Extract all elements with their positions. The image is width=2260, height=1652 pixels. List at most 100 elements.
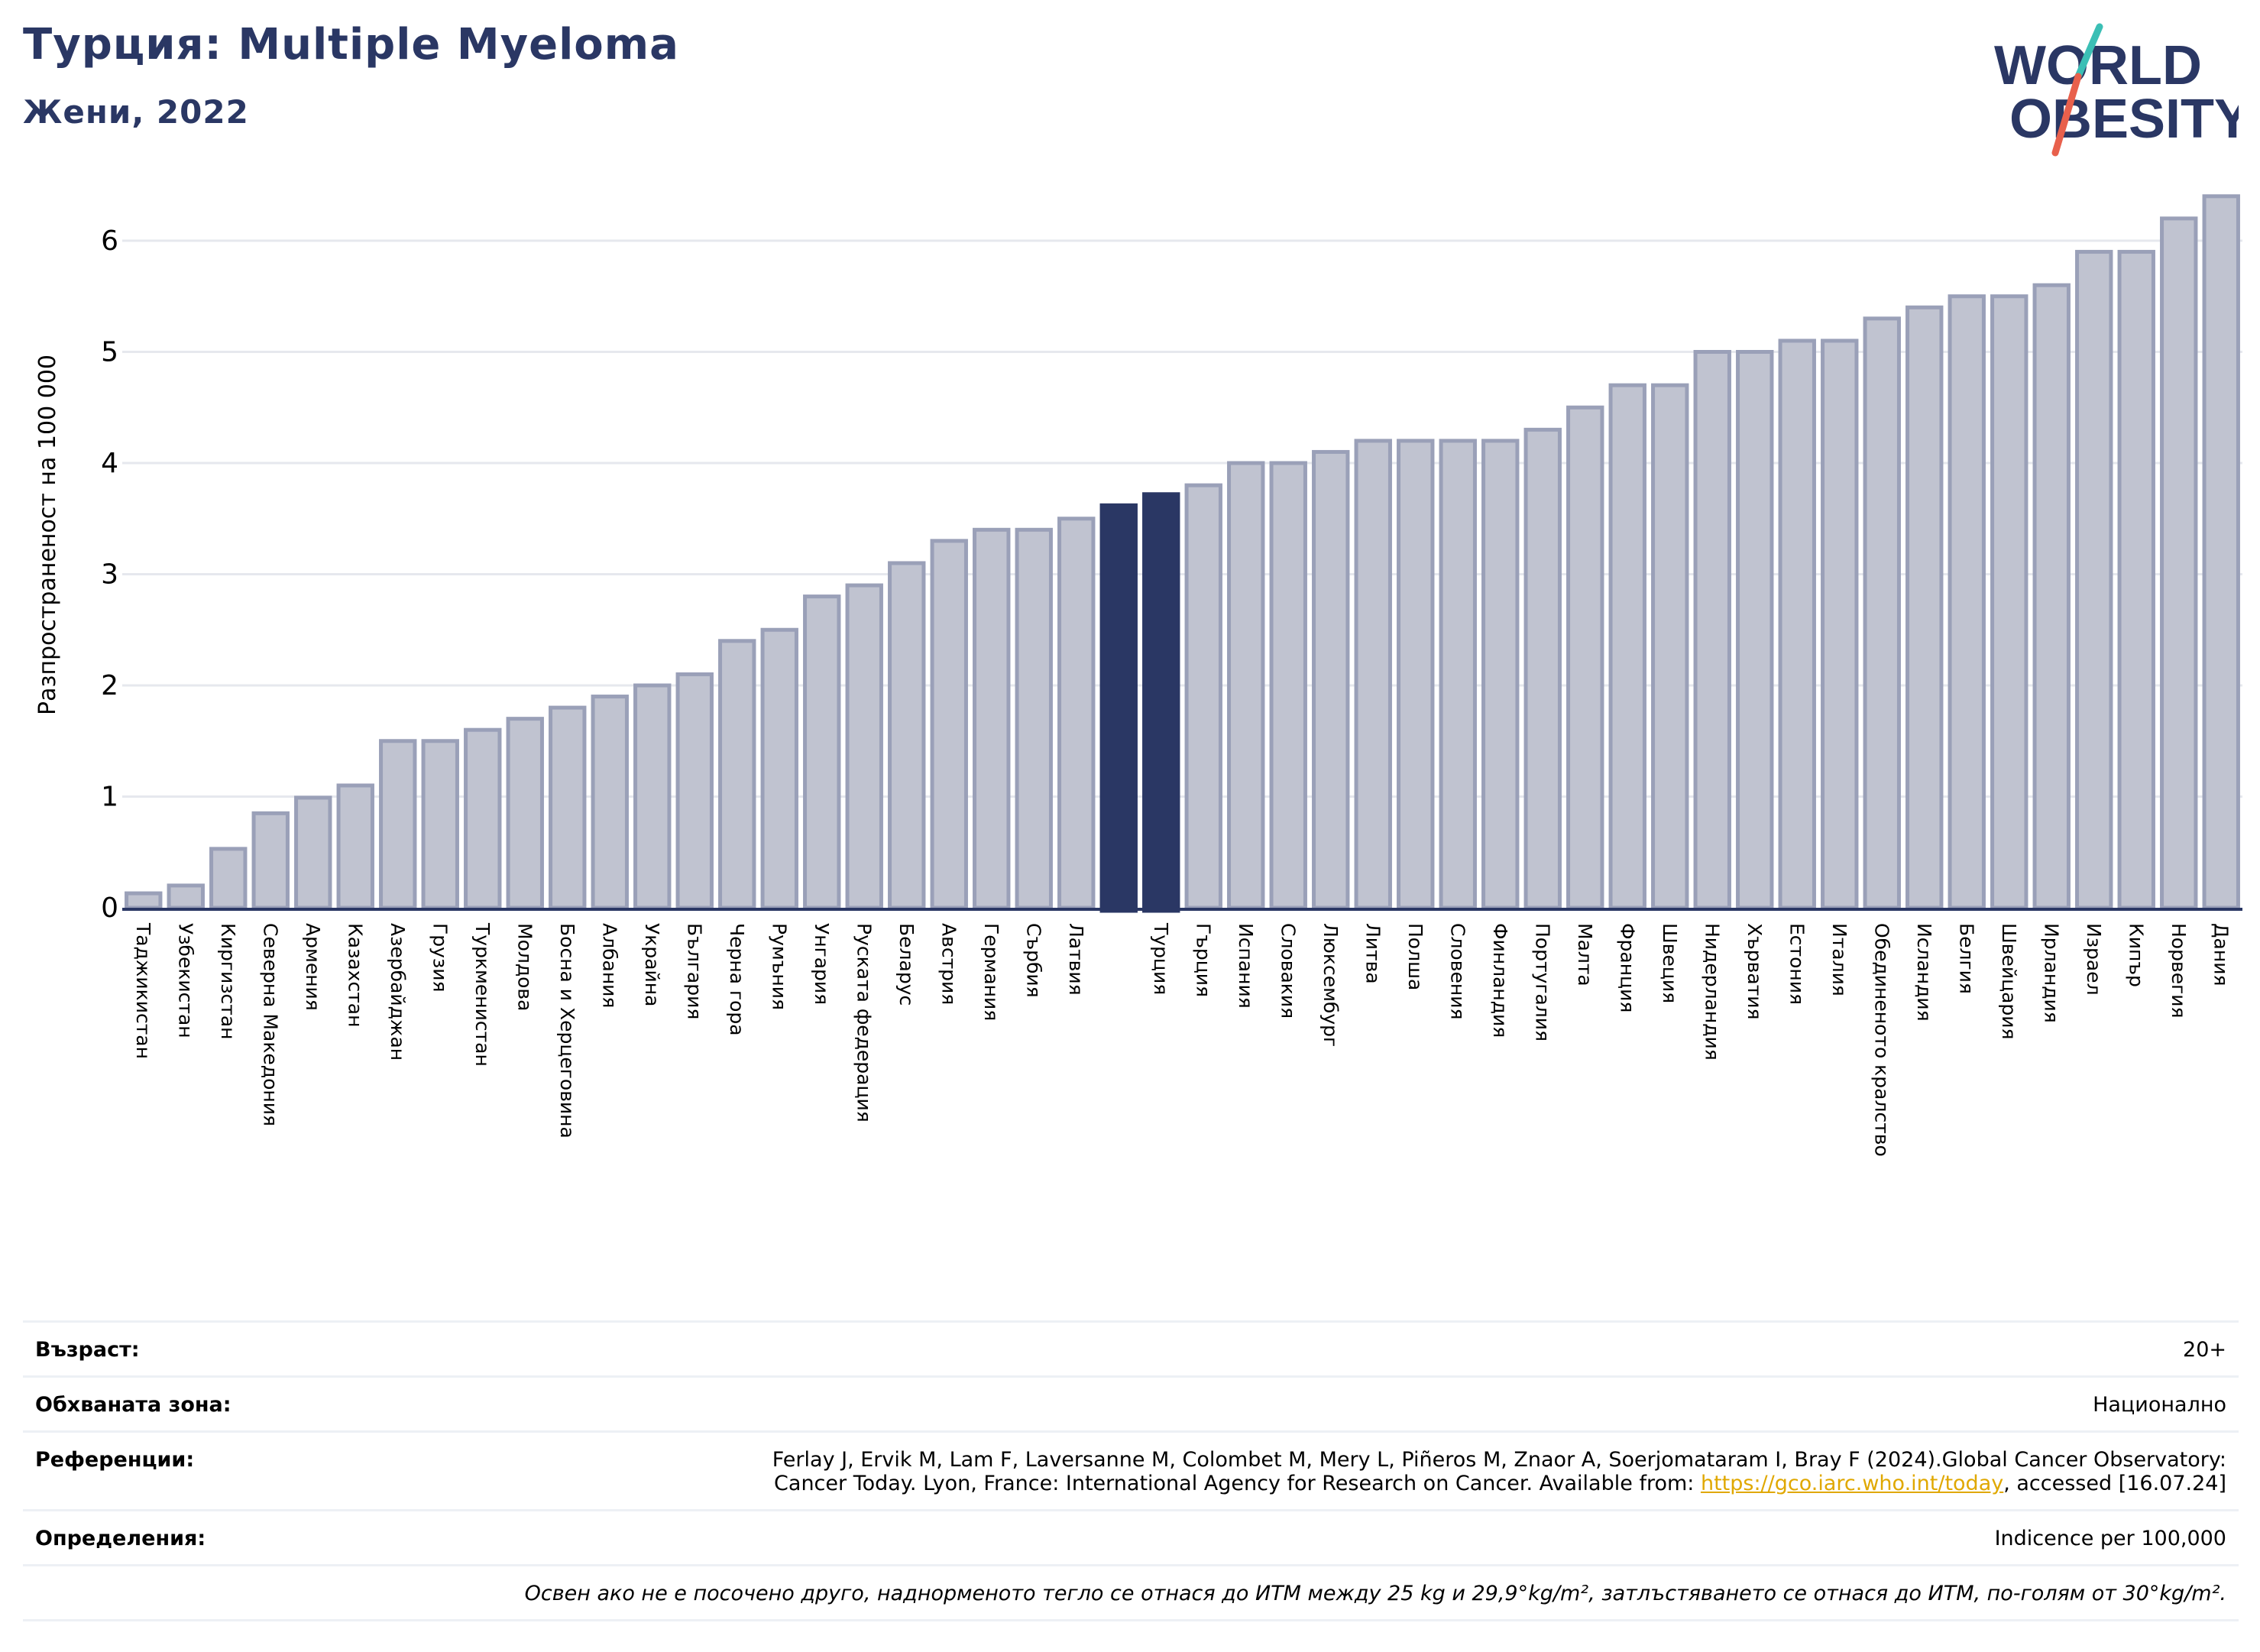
x-tick-label: Испания [1235,923,1257,1009]
bar-Армения [294,795,332,910]
bar-Полша [1397,439,1435,910]
page-subtitle: Жени, 2022 [23,93,249,131]
bars [125,194,2240,913]
info-note: Освен ако не е посочено друго, наднормен… [524,1582,2226,1605]
bar-Швейцария [1990,294,2028,910]
info-value-references: Ferlay J, Ervik M, Lam F, Laversanne M, … [772,1448,2226,1495]
info-label-coverage: Обхваната зона: [35,1393,232,1417]
info-row-note: Освен ако не е посочено друго, наднормен… [23,1564,2239,1621]
bar-Унгария [803,594,841,910]
x-tick-label: Казахстан [344,923,366,1027]
x-tick-label: Румъния [768,923,790,1010]
x-tick-label: Турция [1150,922,1172,995]
bar-Финландия [1481,439,1520,910]
info-label-references: Референции: [35,1448,195,1472]
reference-line2-post: , accessed [16.07.24] [2003,1472,2226,1495]
bar-Ирландия [2032,283,2071,910]
x-tick-label: Туркменистан [471,922,494,1067]
x-tick-label: Финландия [1489,923,1511,1038]
x-tick-label: Дания [2210,923,2232,986]
x-tick-label: Черна гора [726,923,748,1036]
logo-line1: WORLD [1994,35,2202,96]
x-tick-label: Португалия [1531,923,1553,1041]
bar-Беларус [888,561,926,910]
x-tick-label: Словения [1446,923,1468,1019]
x-tick-label: Армения [302,923,324,1011]
bar-Румъния [760,627,798,910]
info-row-age: Възраст: 20+ [23,1320,2239,1375]
x-tick-label: Киргизстан [217,923,239,1040]
x-tick-label: Австрия [937,923,960,1005]
info-value-coverage: Национално [2093,1393,2226,1417]
reference-link[interactable]: https://gco.iarc.who.int/today [1700,1472,2004,1495]
y-tick-label: 0 [101,892,118,924]
bar-Черна гора [718,639,756,910]
bar-Нидерландия [1693,350,1731,910]
x-tick-label: Малта [1574,923,1596,986]
x-tick-label: Белгия [1955,923,1977,994]
x-tick-label: Босна и Херцеговина [556,923,578,1139]
x-tick-label: Украйна [641,923,663,1006]
x-tick-label: Израел [2083,923,2105,996]
bar-Грузия [421,739,459,910]
bar-Испания [1227,461,1265,910]
bar-Естония [1778,338,1816,910]
x-tick-label: Унгария [811,923,833,1005]
y-tick-label: 3 [101,559,118,591]
bar-Малта [1566,405,1604,910]
bar-Белгия [1948,294,1986,910]
x-tick-label: Швейцария [1998,923,2020,1040]
x-tick-label: Хърватия [1744,923,1766,1020]
x-tick-label: България [683,923,705,1019]
bar-Туркменистан [464,727,502,910]
x-tick-label: Таджикистан [132,922,154,1059]
bar-Украйна [633,683,672,910]
info-table: Възраст: 20+ Обхваната зона: Национално … [23,1320,2239,1621]
bar-Норвегия [2160,216,2198,910]
info-label-definitions: Определения: [35,1527,206,1550]
x-tick-label: Грузия [429,923,451,993]
x-tick-labels: Таджикистан Узбекистан Киргизстан Северна М… [132,922,2232,1157]
bar-Молдова [506,717,544,910]
logo-slash-bottom [2051,73,2082,157]
info-value-definitions: Indicence per 100,000 [1994,1527,2226,1550]
bar-Франция [1608,383,1646,910]
bar-Северна Македония [251,811,290,910]
y-tick-label: 4 [101,448,118,479]
y-tick-labels: 0 1 2 3 4 5 6 [101,225,118,924]
bar-Швеция [1651,383,1689,910]
y-tick-label: 6 [101,225,118,257]
bar-Киргизстан [209,847,248,910]
x-tick-label: Полша [1404,923,1426,990]
bar-Руската федерация [845,583,883,910]
info-row-references: Референции: Ferlay J, Ervik M, Lam F, La… [23,1430,2239,1509]
bar-Турция [1142,492,1180,913]
page-title: Турция: Multiple Myeloma [23,20,679,70]
bar-Словакия [1269,461,1307,910]
x-tick-label: Беларус [895,923,918,1006]
x-tick-label: Литва [1362,923,1384,984]
bar-Кипър [2117,250,2155,910]
bar-Босна и Херцеговина [549,705,587,910]
bar-Дания [2202,194,2240,910]
bar-Люксембург [1312,449,1350,910]
bar-Таджикистан [125,891,163,910]
y-axis-label: Разпространеност на 100 000 [34,355,61,715]
info-label-age: Възраст: [35,1338,140,1362]
x-tick-label: Словакия [1277,923,1299,1019]
bar-highlight [1099,503,1138,913]
x-tick-label: Руската федерация [853,923,875,1122]
x-tick-label: Узбекистан [174,923,196,1038]
bar-Казахстан [336,783,374,910]
info-row-definitions: Определения: Indicence per 100,000 [23,1509,2239,1564]
x-tick-label: Албания [598,923,620,1008]
bar-Обединеното кралство [1863,316,1901,910]
bar-България [675,672,714,910]
x-tick-label: Северна Македония [259,923,281,1126]
bar-Сърбия [1015,527,1053,910]
world-obesity-logo: WORLD OBESITY [1994,23,2239,157]
bar-Германия [973,527,1011,910]
bar-Израел [2075,250,2113,910]
x-tick-label: Кипър [2125,923,2147,987]
x-tick-label: Италия [1828,923,1850,996]
